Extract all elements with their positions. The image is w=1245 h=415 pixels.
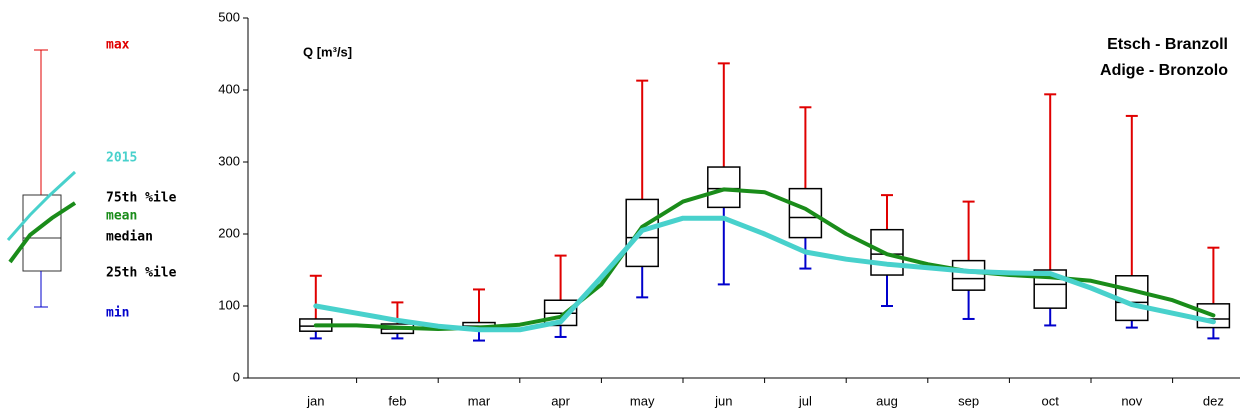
x-tick-label: apr	[551, 393, 570, 408]
legend-sample	[6, 49, 77, 308]
box	[625, 198, 659, 268]
box-group	[1196, 246, 1231, 340]
y-tick-label: 200	[218, 225, 240, 240]
line-series	[313, 215, 1216, 333]
x-tick-label: dez	[1203, 393, 1224, 408]
y-tick-label: 0	[233, 369, 240, 384]
line-series	[313, 187, 1216, 331]
legend-max: max	[106, 38, 130, 53]
x-tick-label: feb	[388, 393, 406, 408]
box-group	[625, 79, 659, 299]
y-tick-label: 500	[218, 9, 240, 24]
y-tick-label: 100	[218, 297, 240, 312]
x-tick-label: mar	[468, 393, 491, 408]
box-group	[951, 200, 986, 320]
box	[707, 166, 741, 209]
legend-q1: 25th %ile	[106, 266, 177, 281]
x-tick-label: may	[630, 393, 655, 408]
x-tick-label: jun	[714, 393, 732, 408]
box	[788, 187, 823, 239]
box	[951, 259, 986, 291]
y-tick-label: 400	[218, 81, 240, 96]
x-tick-label: jan	[306, 393, 324, 408]
box	[870, 228, 904, 276]
x-tick-label: nov	[1121, 393, 1142, 408]
box	[1033, 269, 1067, 309]
y-axis-label: Q [m³/s]	[303, 44, 352, 59]
y-tick-label: 300	[218, 153, 240, 168]
box-group	[1033, 93, 1067, 327]
box-group	[462, 288, 496, 342]
chart-subtitle: Adige - Bronzolo	[1100, 62, 1228, 79]
box-group	[707, 62, 741, 286]
legend-min: min	[106, 306, 129, 321]
x-tick-label: jul	[798, 393, 812, 408]
box	[1196, 303, 1231, 329]
x-tick-label: sep	[958, 393, 979, 408]
legend-entry: 2015	[106, 151, 137, 166]
legend-entry: mean	[106, 209, 137, 224]
legend-median: median	[106, 230, 153, 245]
legend-q3: 75th %ile	[106, 191, 177, 206]
x-tick-label: oct	[1042, 393, 1060, 408]
chart-title: Etsch - Branzoll	[1107, 36, 1228, 53]
x-tick-label: aug	[876, 393, 898, 408]
box-group	[1115, 114, 1149, 329]
box-group	[543, 254, 578, 338]
